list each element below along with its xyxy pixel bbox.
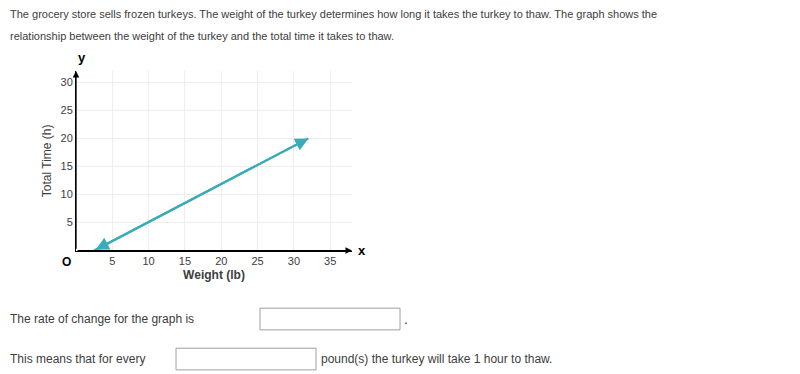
svg-text:Weight (lb): Weight (lb) [183,268,245,282]
svg-text:x: x [358,243,366,258]
svg-text:5: 5 [67,216,73,228]
svg-text:The rate of change for the gra: The rate of change for the graph is [10,312,194,326]
svg-text:30: 30 [61,76,73,88]
svg-text:20: 20 [61,132,73,144]
svg-text:25: 25 [251,255,263,267]
svg-text:Total Time (h): Total Time (h) [40,124,54,197]
svg-text:.: . [404,311,408,327]
svg-text:35: 35 [324,255,336,267]
svg-text:The grocery store sells frozen: The grocery store sells frozen turkeys. … [10,8,657,20]
svg-text:O: O [62,255,71,269]
svg-text:This means that for every: This means that for every [10,352,145,366]
svg-text:20: 20 [215,255,227,267]
svg-text:15: 15 [61,160,73,172]
svg-text:30: 30 [288,255,300,267]
svg-text:relationship between the weigh: relationship between the weight of the t… [10,30,394,42]
svg-text:5: 5 [109,255,115,267]
svg-text:25: 25 [61,104,73,116]
svg-text:15: 15 [179,255,191,267]
svg-text:10: 10 [61,188,73,200]
svg-text:y: y [78,50,86,65]
svg-text:pound(s) the turkey will take: pound(s) the turkey will take 1 hour to … [321,352,552,366]
svg-text:10: 10 [143,255,155,267]
